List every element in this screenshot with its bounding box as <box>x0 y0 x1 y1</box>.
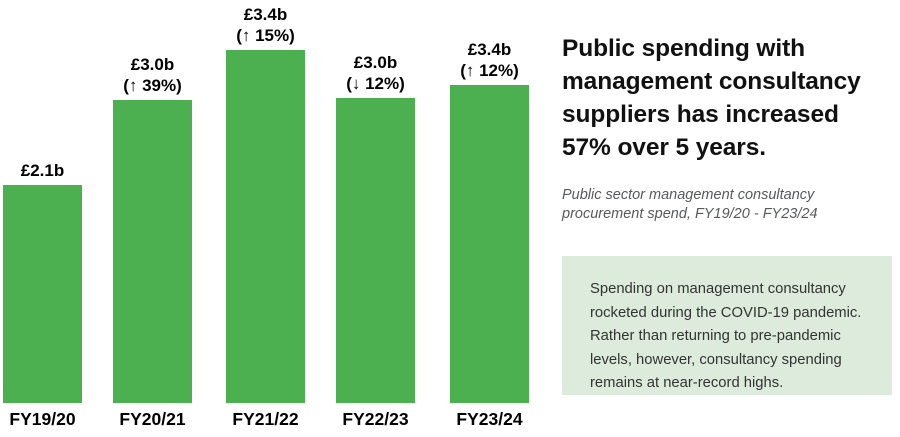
bar-value-label: £3.4b (↑ 12%) <box>460 39 519 81</box>
bar-rect-fy19-20 <box>3 185 82 403</box>
axis-label-fy19-20: FY19/20 <box>9 409 76 429</box>
bar-group-fy23-24: £3.4b (↑ 12%) FY23/24 <box>450 40 529 429</box>
axis-label-fy23-24: FY23/24 <box>456 409 523 429</box>
axis-label-fy22-23: FY22/23 <box>342 409 409 429</box>
axis-label-fy21-22: FY21/22 <box>232 409 299 429</box>
chart-subtitle: Public sector management consultancy pro… <box>562 187 818 222</box>
bar-value-label: £3.4b (↑ 15%) <box>236 4 295 46</box>
headline-title: Public spending with management consulta… <box>562 35 861 161</box>
bar-value-text: £2.1b <box>20 161 65 180</box>
bar-group-fy22-23: £3.0b (↓ 12%) FY22/23 <box>336 53 415 429</box>
callout-text: Spending on management consultancy rocke… <box>590 281 862 391</box>
bar-chart: £2.1b FY19/20 £3.0b (↑ 39%) FY20/21 £3.4… <box>3 5 529 429</box>
bar-change-text: (↑ 12%) <box>460 61 519 80</box>
callout-box: Spending on management consultancy rocke… <box>562 256 892 395</box>
bar-value-label: £2.1b <box>21 160 64 181</box>
bar-rect-fy21-22 <box>226 50 305 403</box>
bar-value-label: £3.0b (↓ 12%) <box>346 52 405 94</box>
bar-group-fy21-22: £3.4b (↑ 15%) FY21/22 <box>226 5 305 429</box>
bar-rect-fy20-21 <box>113 100 192 403</box>
bar-value-text: £3.4b <box>467 40 512 59</box>
side-panel: Public spending with management consulta… <box>562 0 900 437</box>
bar-value-text: £3.4b <box>243 5 288 24</box>
bar-group-fy19-20: £2.1b FY19/20 <box>3 161 82 429</box>
bar-value-label: £3.0b (↑ 39%) <box>123 54 182 96</box>
bar-rect-fy22-23 <box>336 98 415 403</box>
bar-rect-fy23-24 <box>450 85 529 403</box>
bar-change-text: (↓ 12%) <box>346 74 405 93</box>
bar-value-text: £3.0b <box>130 55 175 74</box>
bar-value-text: £3.0b <box>353 53 398 72</box>
axis-label-fy20-21: FY20/21 <box>119 409 186 429</box>
bar-change-text: (↑ 15%) <box>236 26 295 45</box>
bar-change-text: (↑ 39%) <box>123 76 182 95</box>
bar-group-fy20-21: £3.0b (↑ 39%) FY20/21 <box>113 55 192 429</box>
